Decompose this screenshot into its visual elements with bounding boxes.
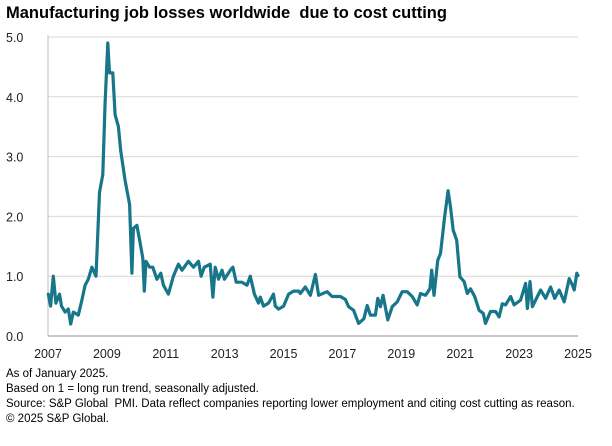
x-tick-label: 2025 <box>564 347 592 361</box>
footnote-source: Source: S&P Global PMI. Data reflect com… <box>6 398 575 410</box>
x-tick-label: 2017 <box>329 347 357 361</box>
y-tick-label: 1.0 <box>6 270 23 284</box>
x-tick-label: 2007 <box>34 347 62 361</box>
footnote-basis: Based on 1 = long run trend, seasonally … <box>6 383 259 395</box>
y-tick-label: 5.0 <box>6 31 23 45</box>
x-tick-label: 2021 <box>446 347 474 361</box>
y-tick-label: 2.0 <box>6 210 23 224</box>
footnotes: As of January 2025. Based on 1 = long ru… <box>6 367 575 427</box>
chart-title: Manufacturing job losses worldwide due t… <box>6 4 447 22</box>
series-line <box>46 41 580 326</box>
footnote-copyright: © 2025 S&P Global. <box>6 413 109 425</box>
footnote-date: As of January 2025. <box>6 368 109 380</box>
x-tick-label: 2009 <box>93 347 121 361</box>
x-tick-label: 2011 <box>152 347 179 361</box>
y-tick-label: 3.0 <box>6 151 23 165</box>
y-tick-label: 4.0 <box>6 91 23 105</box>
x-tick-label: 2023 <box>505 347 533 361</box>
x-tick-label: 2019 <box>387 347 415 361</box>
x-tick-label: 2015 <box>270 347 298 361</box>
y-tick-label: 0.0 <box>6 330 23 344</box>
x-tick-label: 2013 <box>211 347 239 361</box>
